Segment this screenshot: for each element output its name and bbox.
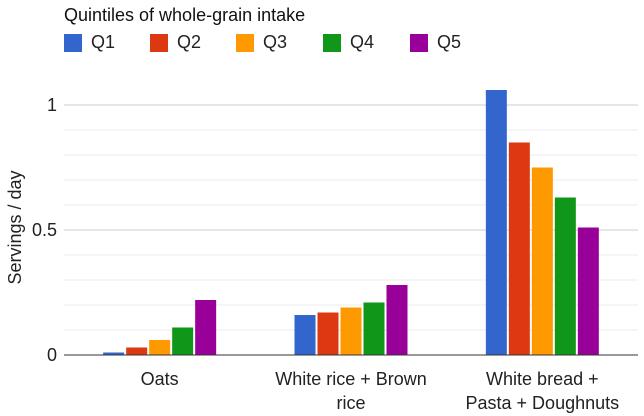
bar-q3-0 — [149, 340, 171, 355]
x-category-label: Oats — [141, 369, 179, 389]
bar-q3-1 — [340, 307, 362, 355]
y-tick-label: 0 — [47, 345, 57, 365]
legend-item-q4: Q4 — [323, 32, 374, 53]
legend-swatch — [64, 33, 82, 52]
legend-item-q1: Q1 — [64, 32, 115, 53]
legend-item-q5: Q5 — [410, 32, 461, 53]
legend-label: Q1 — [91, 32, 116, 52]
bar-q1-2 — [485, 90, 507, 355]
y-axis-title: Servings / day — [5, 170, 25, 284]
legend-label: Q5 — [437, 32, 462, 52]
bar-q3-2 — [531, 167, 553, 355]
bar-q4-0 — [172, 327, 194, 355]
x-category-label: White bread + Pasta + Doughnuts — [466, 369, 620, 413]
y-axis: 00.51 — [32, 95, 57, 365]
legend-swatch — [410, 33, 428, 52]
legend-swatch — [323, 33, 341, 52]
bar-q5-0 — [195, 300, 217, 355]
legend-swatch — [236, 33, 254, 52]
bar-q1-0 — [103, 352, 125, 355]
legend-label: Q3 — [263, 32, 288, 52]
bar-q4-1 — [363, 302, 385, 355]
legend-item-q2: Q2 — [150, 32, 201, 53]
legend-label: Q4 — [350, 32, 375, 52]
bar-q5-2 — [577, 227, 599, 355]
legend-swatch — [150, 33, 168, 52]
x-category-label: White rice + Brown rice — [275, 369, 427, 413]
bars — [103, 90, 599, 355]
bar-q5-1 — [386, 285, 408, 355]
y-tick-label: 0.5 — [32, 220, 57, 240]
legend-item-q3: Q3 — [236, 32, 287, 53]
bar-q2-0 — [126, 347, 148, 355]
legend-title: Quintiles of whole-grain intake — [64, 5, 306, 25]
bar-q2-2 — [508, 142, 530, 355]
y-tick-label: 1 — [47, 95, 57, 115]
legend-label: Q2 — [177, 32, 202, 52]
bar-q4-2 — [554, 197, 576, 355]
bar-q1-1 — [294, 315, 316, 355]
x-axis: Oats White rice + Brown rice White bread + P… — [141, 369, 619, 413]
bar-q2-1 — [317, 312, 339, 355]
